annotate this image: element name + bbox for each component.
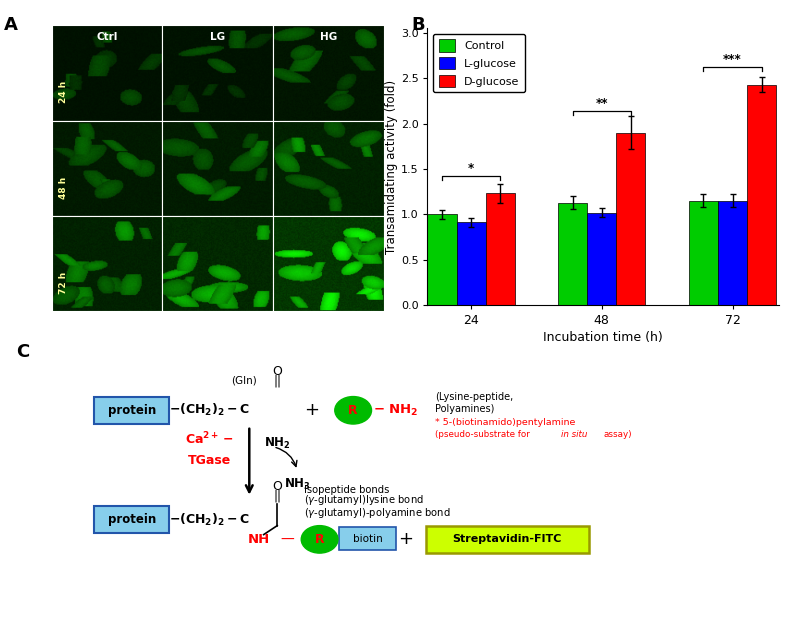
X-axis label: Incubation time (h): Incubation time (h) xyxy=(543,331,663,344)
Bar xyxy=(689,201,718,305)
FancyBboxPatch shape xyxy=(339,527,396,550)
Text: $\mathbf{Ca^{2+}-}$: $\mathbf{Ca^{2+}-}$ xyxy=(185,431,233,447)
Y-axis label: Transamidating activity (fold): Transamidating activity (fold) xyxy=(385,80,398,253)
Text: ***: *** xyxy=(723,53,742,67)
Text: * 5-(biotinamido)pentylamine: * 5-(biotinamido)pentylamine xyxy=(435,418,576,427)
Text: in situ: in situ xyxy=(561,430,587,439)
Text: (pseudo-substrate for: (pseudo-substrate for xyxy=(435,430,533,439)
Text: ($\gamma$-glutamyl)lysine bond: ($\gamma$-glutamyl)lysine bond xyxy=(304,493,423,507)
Bar xyxy=(747,84,776,305)
Text: protein: protein xyxy=(108,513,157,526)
Text: (Lysine-peptide,: (Lysine-peptide, xyxy=(435,392,514,402)
Text: ($\gamma$-glutamyl)-polyamine bond: ($\gamma$-glutamyl)-polyamine bond xyxy=(304,506,451,520)
FancyBboxPatch shape xyxy=(94,506,169,533)
Bar xyxy=(616,133,646,305)
Text: +: + xyxy=(399,530,413,548)
Text: O: O xyxy=(272,365,282,378)
Text: Streptavidin-FITC: Streptavidin-FITC xyxy=(453,535,562,544)
FancyBboxPatch shape xyxy=(426,526,589,552)
Legend: Control, L-glucose, D-glucose: Control, L-glucose, D-glucose xyxy=(433,34,525,92)
Text: **: ** xyxy=(595,97,608,110)
Text: Ctrl: Ctrl xyxy=(97,32,118,42)
Text: —: — xyxy=(280,532,295,547)
Text: Isopeptide bonds: Isopeptide bonds xyxy=(304,484,389,494)
Text: TGase: TGase xyxy=(188,454,231,467)
Bar xyxy=(559,203,587,305)
Bar xyxy=(587,213,616,305)
FancyBboxPatch shape xyxy=(94,396,169,424)
Text: 24 h: 24 h xyxy=(58,81,68,103)
Text: C: C xyxy=(16,343,30,362)
Text: B: B xyxy=(411,16,425,34)
Text: NH: NH xyxy=(248,533,270,546)
Bar xyxy=(718,201,747,305)
Text: $\mathbf{NH_2}$: $\mathbf{NH_2}$ xyxy=(264,436,291,452)
Text: (Gln): (Gln) xyxy=(231,376,256,385)
Circle shape xyxy=(301,526,338,553)
Text: $\mathbf{NH_3}$: $\mathbf{NH_3}$ xyxy=(284,477,311,492)
Text: +: + xyxy=(304,401,319,420)
Text: LG: LG xyxy=(210,32,225,42)
Text: *: * xyxy=(468,162,474,175)
Text: A: A xyxy=(4,16,18,34)
Text: 48 h: 48 h xyxy=(58,177,68,199)
Text: Polyamines): Polyamines) xyxy=(435,404,495,414)
Bar xyxy=(456,223,486,305)
Text: HG: HG xyxy=(320,32,337,42)
Bar xyxy=(486,194,515,305)
Text: 72 h: 72 h xyxy=(58,272,68,294)
Text: O: O xyxy=(272,480,282,493)
Bar xyxy=(427,214,456,305)
Circle shape xyxy=(335,396,372,424)
Text: $\mathbf{-(CH_2)_2-C}$: $\mathbf{-(CH_2)_2-C}$ xyxy=(169,511,250,528)
Text: assay): assay) xyxy=(603,430,632,439)
Text: $\mathbf{-(CH_2)_2-C}$: $\mathbf{-(CH_2)_2-C}$ xyxy=(169,403,250,418)
Text: R: R xyxy=(348,404,358,417)
Text: biotin: biotin xyxy=(352,534,383,543)
Text: ||: || xyxy=(273,375,281,387)
Text: R: R xyxy=(315,533,324,546)
Text: protein: protein xyxy=(108,404,157,417)
Text: ||: || xyxy=(273,489,281,503)
Text: $\mathbf{-\ NH_2}$: $\mathbf{-\ NH_2}$ xyxy=(373,403,419,418)
